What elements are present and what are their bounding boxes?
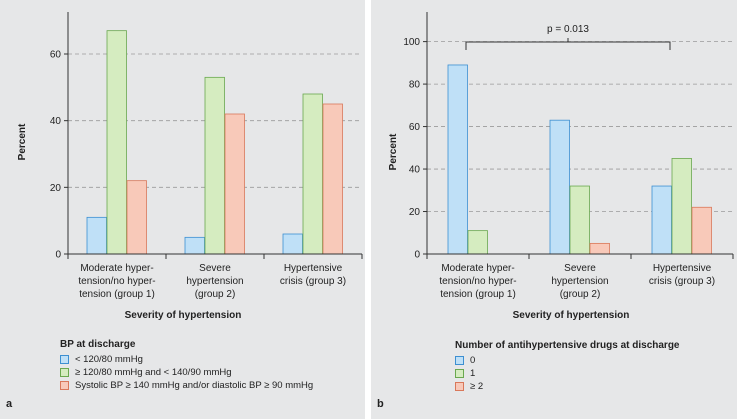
category-labels-b: Moderate hyper-tension/no hyper-tension … xyxy=(439,263,715,300)
legend-label: ≥ 2 xyxy=(470,381,484,392)
legend-label: < 120/80 mmHg xyxy=(75,354,143,365)
y-tick-label: 60 xyxy=(50,50,62,61)
legend-item: Systolic BP ≥ 140 mmHg and/or diastolic … xyxy=(60,379,313,392)
category-label: Hypertensive xyxy=(284,263,343,274)
legend-item: ≥ 2 xyxy=(455,380,680,393)
category-label: hypertension xyxy=(186,276,243,287)
chart-a: 0 20 40 60 Moderate hyper-tension/no hyper-… xyxy=(17,12,363,321)
legend-item: ≥ 120/80 mmHg and < 140/90 mmHg xyxy=(60,366,313,379)
bar xyxy=(126,180,147,255)
bar xyxy=(86,216,107,255)
y-tick-label: 0 xyxy=(55,250,61,261)
bar xyxy=(691,206,712,255)
category-label: (group 2) xyxy=(195,289,236,300)
panel-b: 0 20 40 60 80 100 Moderate hyper-tension/no h… xyxy=(371,0,737,419)
legend-swatch-icon xyxy=(60,355,69,364)
y-tick-label: 20 xyxy=(50,183,62,194)
y-tick-label: 20 xyxy=(409,207,421,218)
bar xyxy=(302,93,323,255)
category-label: Moderate hyper- xyxy=(80,263,153,274)
bar xyxy=(282,233,303,255)
category-labels-a: Moderate hyper-tension/no hyper-tension … xyxy=(78,263,346,300)
legend-swatch-icon xyxy=(455,356,464,365)
bar xyxy=(204,76,225,255)
legend-swatch-icon xyxy=(455,369,464,378)
legend-swatch-icon xyxy=(60,381,69,390)
p-value-annotation: p = 0.013 xyxy=(547,24,589,35)
bar xyxy=(671,158,692,255)
legend-label: 0 xyxy=(470,355,476,366)
legend-item: 1 xyxy=(455,367,680,380)
category-label: crisis (group 3) xyxy=(649,276,715,287)
y-tick-label: 60 xyxy=(409,122,421,133)
legend-label: 1 xyxy=(470,368,476,379)
bar xyxy=(322,103,343,255)
legend-title-b: Number of antihypertensive drugs at disc… xyxy=(455,340,680,351)
category-label: Severe xyxy=(199,263,231,274)
legend-a: BP at discharge < 120/80 mmHg ≥ 120/80 m… xyxy=(60,338,313,392)
bar xyxy=(447,64,468,255)
legend-b: Number of antihypertensive drugs at disc… xyxy=(455,339,680,393)
category-label: tension (group 1) xyxy=(440,289,516,300)
y-axis-label-b: Percent xyxy=(388,133,399,170)
category-label: crisis (group 3) xyxy=(280,276,346,287)
legend-title-a: BP at discharge xyxy=(60,339,136,350)
panel-letter-a: a xyxy=(6,398,13,410)
bars-b xyxy=(447,64,712,255)
panel-letter-b: b xyxy=(377,398,384,410)
significance-bracket xyxy=(465,38,671,50)
legend-label: Systolic BP ≥ 140 mmHg and/or diastolic … xyxy=(75,380,314,391)
category-label: (group 2) xyxy=(560,289,601,300)
y-tick-label: 40 xyxy=(409,165,421,176)
legend-swatch-icon xyxy=(60,368,69,377)
legend-swatch-icon xyxy=(455,382,464,391)
y-tick-label: 100 xyxy=(403,37,420,48)
bar xyxy=(549,119,570,255)
legend-item: 0 xyxy=(455,354,680,367)
bar xyxy=(569,185,590,255)
bar xyxy=(467,230,488,255)
axes-b xyxy=(426,12,734,259)
category-label: tension (group 1) xyxy=(79,289,155,300)
ticks-b: 0 20 40 60 80 100 xyxy=(403,37,427,261)
bar xyxy=(184,236,205,255)
axes-a xyxy=(67,12,363,259)
panel-a: 0 20 40 60 Moderate hyper-tension/no hyper-… xyxy=(0,0,365,419)
y-axis-label-a: Percent xyxy=(17,123,28,160)
y-tick-label: 80 xyxy=(409,80,421,91)
bar xyxy=(106,30,127,255)
chart-b: 0 20 40 60 80 100 Moderate hyper-tension/no h… xyxy=(388,12,734,321)
legend-item: < 120/80 mmHg xyxy=(60,353,313,366)
y-tick-label: 40 xyxy=(50,116,62,127)
legend-label: ≥ 120/80 mmHg and < 140/90 mmHg xyxy=(75,367,232,378)
x-axis-label-a: Severity of hypertension xyxy=(125,310,242,321)
bar xyxy=(589,242,610,255)
category-label: hypertension xyxy=(551,276,608,287)
category-label: tension/no hyper- xyxy=(78,276,155,287)
category-label: Hypertensive xyxy=(653,263,712,274)
bar xyxy=(224,113,245,255)
x-axis-label-b: Severity of hypertension xyxy=(513,310,630,321)
y-tick-label: 0 xyxy=(414,250,420,261)
category-label: Moderate hyper- xyxy=(441,263,514,274)
category-label: Severe xyxy=(564,263,596,274)
bracket-line xyxy=(465,41,671,50)
bar xyxy=(651,185,672,255)
bars-a xyxy=(86,30,343,255)
category-label: tension/no hyper- xyxy=(439,276,516,287)
ticks-a: 0 20 40 60 xyxy=(50,50,68,261)
